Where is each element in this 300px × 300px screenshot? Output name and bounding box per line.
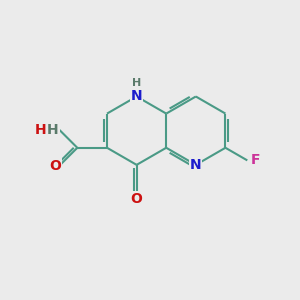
Text: HO: HO: [36, 123, 59, 137]
Text: O: O: [131, 192, 142, 206]
Text: HO: HO: [34, 123, 58, 137]
Text: N: N: [190, 158, 202, 172]
Text: H: H: [132, 78, 141, 88]
Text: O: O: [49, 159, 61, 172]
Text: H: H: [46, 123, 58, 137]
Text: F: F: [251, 153, 260, 167]
Text: N: N: [131, 89, 142, 103]
